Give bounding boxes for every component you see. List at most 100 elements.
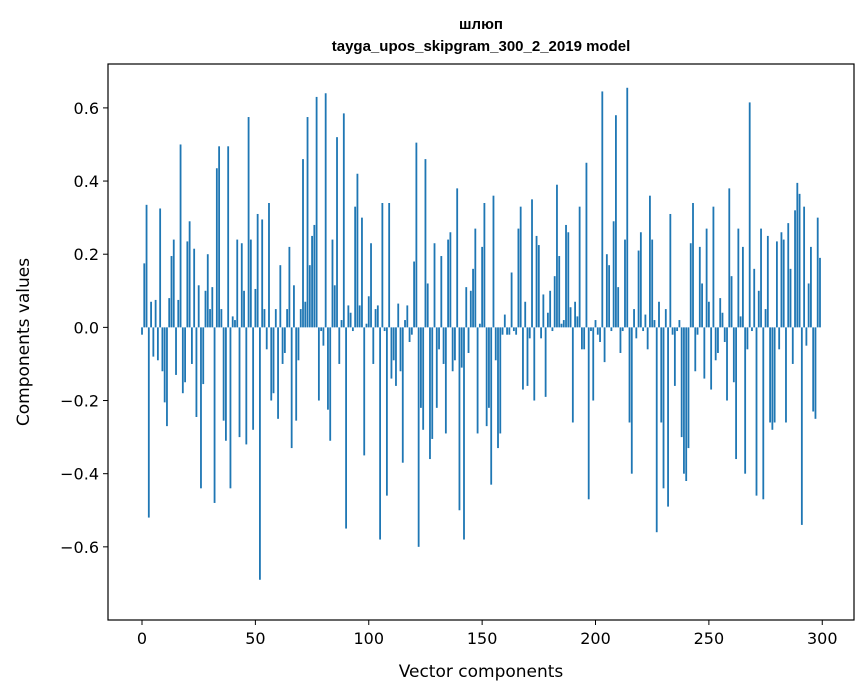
bar bbox=[490, 327, 493, 485]
bar bbox=[213, 327, 216, 503]
bar bbox=[569, 307, 572, 328]
bar bbox=[608, 265, 611, 328]
bar bbox=[771, 327, 774, 430]
bar bbox=[501, 327, 504, 335]
bar bbox=[741, 246, 744, 328]
x-tick-label: 300 bbox=[807, 629, 838, 648]
bar bbox=[286, 309, 289, 328]
bar bbox=[245, 327, 248, 445]
y-tick-label: −0.6 bbox=[60, 538, 99, 557]
bar bbox=[522, 327, 524, 390]
bar bbox=[680, 327, 683, 438]
bar bbox=[732, 327, 735, 383]
bar bbox=[447, 239, 450, 328]
bar bbox=[413, 261, 416, 328]
bar bbox=[234, 320, 236, 328]
bar bbox=[782, 239, 785, 328]
bar bbox=[565, 224, 567, 328]
bar bbox=[728, 188, 731, 328]
bar bbox=[415, 142, 418, 328]
bar bbox=[438, 327, 440, 350]
y-axis-label: Components values bbox=[14, 258, 34, 426]
bar bbox=[297, 327, 300, 361]
x-axis-label: Vector components bbox=[399, 662, 564, 682]
bar bbox=[408, 327, 411, 342]
bar bbox=[508, 327, 511, 335]
bar bbox=[558, 256, 561, 328]
bar bbox=[209, 309, 211, 328]
bar bbox=[542, 294, 545, 328]
bar bbox=[798, 193, 801, 328]
bar bbox=[581, 327, 583, 350]
bar bbox=[220, 309, 223, 328]
bar bbox=[503, 314, 506, 328]
bar bbox=[197, 285, 200, 328]
bar bbox=[712, 206, 715, 328]
bar bbox=[544, 327, 547, 397]
bar bbox=[707, 301, 710, 328]
bar bbox=[562, 320, 565, 328]
bar bbox=[519, 206, 522, 328]
bar bbox=[342, 113, 345, 328]
bar bbox=[605, 254, 608, 328]
bar bbox=[399, 327, 402, 372]
bar bbox=[410, 327, 413, 335]
bar bbox=[576, 316, 579, 328]
bar bbox=[730, 276, 733, 328]
bar bbox=[306, 117, 309, 328]
x-tick-label: 150 bbox=[467, 629, 498, 648]
bar bbox=[370, 243, 372, 328]
bar bbox=[585, 162, 588, 328]
bar bbox=[644, 314, 647, 328]
bar bbox=[458, 327, 461, 511]
bar bbox=[184, 327, 186, 383]
bar bbox=[159, 208, 162, 328]
bar bbox=[338, 327, 341, 364]
bar bbox=[340, 320, 343, 328]
bar bbox=[633, 309, 635, 328]
bar bbox=[546, 312, 549, 328]
bar bbox=[365, 323, 368, 328]
bar bbox=[290, 327, 293, 449]
bar bbox=[653, 320, 656, 328]
bar bbox=[583, 327, 586, 350]
y-tick-label: −0.4 bbox=[60, 465, 99, 484]
bar bbox=[651, 239, 654, 328]
bar bbox=[302, 159, 304, 328]
bar bbox=[524, 301, 527, 328]
bar bbox=[435, 327, 438, 408]
bar bbox=[324, 93, 327, 328]
y-tick-label: 0.0 bbox=[74, 318, 99, 337]
bar bbox=[540, 327, 542, 339]
bar bbox=[689, 243, 692, 328]
bar bbox=[497, 327, 499, 449]
bar bbox=[785, 327, 787, 423]
bar bbox=[313, 224, 316, 328]
bar bbox=[358, 305, 361, 328]
bar bbox=[655, 327, 658, 533]
bar bbox=[619, 327, 622, 353]
bar bbox=[215, 168, 218, 328]
bar bbox=[816, 217, 819, 328]
bar bbox=[760, 228, 762, 328]
bar bbox=[327, 327, 329, 410]
bar bbox=[367, 296, 370, 328]
bar bbox=[474, 228, 477, 328]
bar bbox=[800, 327, 803, 525]
bar bbox=[794, 210, 796, 328]
x-tick-label: 250 bbox=[694, 629, 725, 648]
bar bbox=[685, 327, 688, 481]
bar bbox=[168, 298, 171, 328]
bar bbox=[819, 257, 821, 328]
y-axis-ticks: −0.6 −0.4 −0.2 0.0 0.2 0.4 0.6 bbox=[60, 99, 108, 557]
bar bbox=[646, 327, 649, 350]
bar bbox=[351, 327, 354, 332]
bar bbox=[463, 327, 465, 540]
bar bbox=[231, 316, 234, 328]
bar bbox=[488, 327, 490, 408]
bar bbox=[467, 327, 470, 353]
bar bbox=[746, 327, 749, 350]
bar bbox=[156, 327, 159, 361]
bar bbox=[796, 182, 799, 328]
